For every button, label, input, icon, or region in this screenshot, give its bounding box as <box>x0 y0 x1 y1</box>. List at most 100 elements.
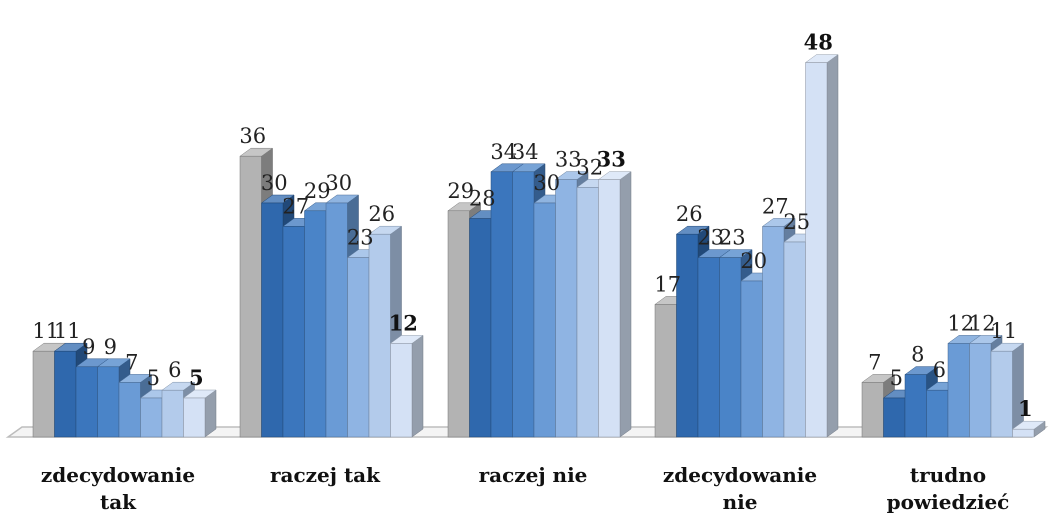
category-label-line: zdecydowanie <box>663 463 817 487</box>
bar-front <box>447 210 470 438</box>
value-label: 30 <box>325 171 352 195</box>
value-label: 27 <box>282 194 309 218</box>
bar-front <box>926 389 949 438</box>
value-label: 5 <box>890 366 903 390</box>
bar-front <box>282 226 305 438</box>
category-label-line: zdecydowanie <box>41 463 195 487</box>
bar-front <box>861 382 884 438</box>
bar-front <box>183 397 206 438</box>
category-labels-layer: zdecydowanie tak raczej tak raczej nie zdecy… <box>41 463 1009 514</box>
bar <box>804 54 839 438</box>
value-label: 12 <box>389 310 418 335</box>
value-label: 12 <box>969 311 996 335</box>
category-label-line: trudno <box>910 463 986 487</box>
value-label: 29 <box>304 179 331 203</box>
bar-front <box>140 397 163 438</box>
bar-front <box>947 343 970 438</box>
category-label-line: raczej nie <box>479 463 588 487</box>
value-label: 7 <box>125 350 138 374</box>
value-label: 36 <box>239 124 266 148</box>
category-label: zdecydowanie nie <box>663 463 817 514</box>
value-label: 30 <box>261 171 288 195</box>
category-label-line: raczej tak <box>270 463 381 487</box>
bar <box>597 171 632 438</box>
value-label: 34 <box>512 140 539 164</box>
bar-front <box>239 155 262 438</box>
bar-front <box>969 343 992 438</box>
category-label: raczej nie <box>479 463 588 487</box>
category-label-line: nie <box>723 490 758 514</box>
value-label: 11 <box>32 319 59 343</box>
bar-front <box>904 374 927 438</box>
value-label: 26 <box>676 202 703 226</box>
bar-front <box>990 350 1013 438</box>
value-label: 27 <box>762 194 789 218</box>
value-label: 28 <box>469 187 496 211</box>
value-label: 11 <box>54 319 81 343</box>
value-label: 9 <box>82 335 95 359</box>
bar-front <box>697 257 720 438</box>
bar-front <box>54 350 77 438</box>
bar-front <box>676 233 699 438</box>
bars-layer <box>32 54 1046 438</box>
value-label: 12 <box>947 311 974 335</box>
bar-front <box>783 241 806 438</box>
value-label: 5 <box>147 366 160 390</box>
value-label: 26 <box>368 202 395 226</box>
bar-front <box>32 350 55 438</box>
bar-front <box>805 62 828 438</box>
bar-front <box>512 171 535 438</box>
category-label: raczej tak <box>270 463 381 487</box>
bar-front <box>75 366 98 438</box>
bar-front <box>598 179 621 438</box>
bar-front <box>261 202 284 438</box>
bar-front <box>740 280 763 438</box>
value-label: 25 <box>783 210 810 234</box>
value-label: 11 <box>990 319 1017 343</box>
bar-front <box>161 389 184 438</box>
bar <box>389 334 424 438</box>
bar-front <box>304 210 327 438</box>
bar-front <box>490 171 513 438</box>
value-label: 5 <box>189 365 204 390</box>
bar-front <box>555 179 578 438</box>
value-label: 23 <box>347 226 374 250</box>
category-label: zdecydowanie tak <box>41 463 195 514</box>
bar-side <box>619 171 632 438</box>
value-label: 7 <box>868 350 881 374</box>
bar-front <box>469 218 492 438</box>
value-label: 6 <box>168 358 181 382</box>
category-label-line: tak <box>100 490 137 514</box>
value-label: 1 <box>1018 396 1033 421</box>
bar-front <box>719 257 742 438</box>
bar-front <box>390 343 413 438</box>
bar-front <box>533 202 556 438</box>
value-label: 34 <box>490 140 517 164</box>
value-label: 33 <box>597 147 626 172</box>
value-label: 20 <box>740 249 767 273</box>
value-label: 48 <box>804 30 833 55</box>
category-label: trudno powiedzieć <box>887 463 1010 514</box>
value-label: 23 <box>697 226 724 250</box>
bar <box>182 389 217 438</box>
bar-front <box>883 397 906 438</box>
bar-front <box>347 257 370 438</box>
value-label: 8 <box>911 343 924 367</box>
value-label: 32 <box>576 155 603 179</box>
bar <box>1011 420 1046 438</box>
bar-front <box>576 187 599 438</box>
value-label: 6 <box>933 358 946 382</box>
value-label: 23 <box>719 226 746 250</box>
bar <box>990 342 1025 438</box>
value-label: 29 <box>447 179 474 203</box>
value-label: 33 <box>555 148 582 172</box>
bar-front <box>325 202 348 438</box>
bar-front <box>368 233 391 438</box>
bar-front <box>118 382 141 438</box>
category-label-line: powiedzieć <box>887 490 1010 514</box>
value-label: 30 <box>533 171 560 195</box>
bar-front <box>1012 428 1035 438</box>
bar-side <box>826 54 839 438</box>
